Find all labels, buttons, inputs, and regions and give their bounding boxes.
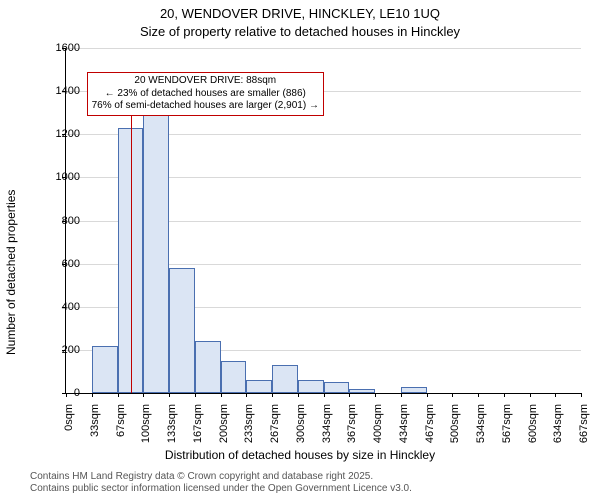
x-tick-mark [221, 393, 222, 397]
title-line-2: Size of property relative to detached ho… [0, 24, 600, 39]
bar [118, 128, 144, 393]
property-marker-line [131, 115, 132, 393]
x-tick-label: 400sqm [372, 404, 384, 464]
x-tick-label: 0sqm [63, 404, 75, 464]
x-tick-label: 100sqm [140, 404, 152, 464]
footer-line-1: Contains HM Land Registry data © Crown c… [30, 471, 373, 482]
bar [272, 365, 298, 393]
x-tick-label: 367sqm [346, 404, 358, 464]
x-tick-label: 567sqm [501, 404, 513, 464]
x-tick-mark [478, 393, 479, 397]
y-tick-label: 1000 [40, 171, 80, 183]
annotation-line-2: ← 23% of detached houses are smaller (88… [92, 88, 319, 101]
y-tick-label: 800 [40, 215, 80, 227]
bar [195, 341, 221, 393]
y-tick-label: 0 [40, 387, 80, 399]
x-tick-label: 500sqm [449, 404, 461, 464]
x-tick-mark [272, 393, 273, 397]
x-tick-label: 467sqm [424, 404, 436, 464]
x-tick-mark [427, 393, 428, 397]
x-tick-mark [349, 393, 350, 397]
bar [401, 387, 427, 393]
x-tick-label: 167sqm [192, 404, 204, 464]
x-tick-label: 667sqm [578, 404, 590, 464]
x-tick-label: 33sqm [89, 404, 101, 464]
annotation-line-1: 20 WENDOVER DRIVE: 88sqm [92, 75, 319, 88]
annotation-box: 20 WENDOVER DRIVE: 88sqm ← 23% of detach… [87, 72, 324, 116]
y-tick-label: 1600 [40, 42, 80, 54]
bar [298, 380, 324, 393]
x-tick-mark [246, 393, 247, 397]
title-line-1: 20, WENDOVER DRIVE, HINCKLEY, LE10 1UQ [0, 6, 600, 21]
x-tick-label: 300sqm [295, 404, 307, 464]
gridline [66, 48, 581, 49]
x-tick-mark [530, 393, 531, 397]
y-tick-label: 600 [40, 258, 80, 270]
x-tick-mark [195, 393, 196, 397]
x-tick-mark [375, 393, 376, 397]
bar [221, 361, 247, 393]
x-tick-label: 200sqm [218, 404, 230, 464]
bar [324, 382, 350, 393]
y-tick-label: 400 [40, 301, 80, 313]
x-tick-label: 133sqm [166, 404, 178, 464]
bar [143, 115, 169, 393]
y-tick-label: 1200 [40, 128, 80, 140]
figure: 20, WENDOVER DRIVE, HINCKLEY, LE10 1UQ S… [0, 0, 600, 500]
x-tick-label: 534sqm [475, 404, 487, 464]
bar [92, 346, 118, 393]
x-tick-label: 233sqm [243, 404, 255, 464]
x-tick-mark [452, 393, 453, 397]
bar [349, 389, 375, 393]
x-tick-label: 334sqm [321, 404, 333, 464]
y-tick-label: 1400 [40, 85, 80, 97]
x-tick-mark [401, 393, 402, 397]
annotation-line-3: 76% of semi-detached houses are larger (… [92, 100, 319, 113]
x-tick-mark [169, 393, 170, 397]
y-axis-label: Number of detached properties [4, 190, 18, 355]
x-tick-mark [555, 393, 556, 397]
x-tick-mark [298, 393, 299, 397]
x-tick-label: 67sqm [115, 404, 127, 464]
x-tick-label: 434sqm [398, 404, 410, 464]
x-tick-label: 634sqm [552, 404, 564, 464]
bar [169, 268, 195, 393]
x-tick-mark [504, 393, 505, 397]
x-tick-mark [324, 393, 325, 397]
plot-area: 20 WENDOVER DRIVE: 88sqm ← 23% of detach… [65, 48, 581, 394]
x-tick-mark [581, 393, 582, 397]
x-tick-mark [92, 393, 93, 397]
x-tick-label: 267sqm [269, 404, 281, 464]
x-tick-mark [118, 393, 119, 397]
x-tick-label: 600sqm [527, 404, 539, 464]
footer-line-2: Contains public sector information licen… [30, 483, 412, 494]
y-tick-label: 200 [40, 344, 80, 356]
x-tick-mark [143, 393, 144, 397]
bar [246, 380, 272, 393]
